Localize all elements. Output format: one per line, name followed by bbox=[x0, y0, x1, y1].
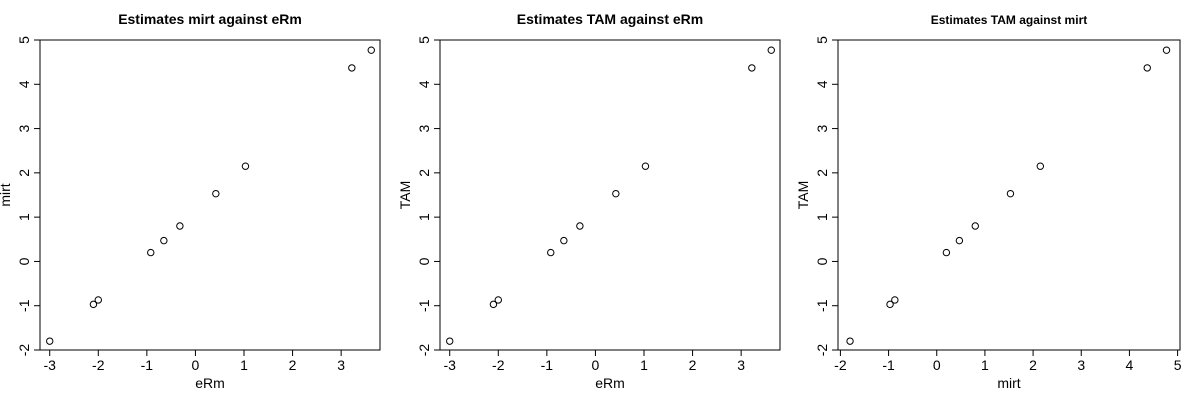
y-tick-label: -2 bbox=[814, 344, 830, 357]
y-tick-label: 5 bbox=[814, 36, 830, 44]
y-tick-label: 0 bbox=[16, 257, 32, 265]
y-tick-label: 1 bbox=[16, 213, 32, 221]
data-point bbox=[560, 236, 568, 245]
y-tick-label: -2 bbox=[16, 344, 32, 357]
data-point bbox=[547, 248, 555, 257]
x-tick-label: 0 bbox=[933, 357, 941, 373]
data-point bbox=[446, 337, 454, 345]
data-point bbox=[494, 296, 502, 304]
y-axis-label: mirt bbox=[0, 183, 13, 206]
x-axis-label: eRm bbox=[195, 375, 225, 391]
data-point bbox=[641, 162, 650, 170]
scatter-panel-1: Estimates mirt against eRm -3 -2 -1 0 1 2 3 -2 -1… bbox=[0, 11, 381, 391]
x-tick-label: -1 bbox=[541, 357, 554, 373]
y-tick-label: 2 bbox=[814, 169, 830, 177]
y-tick-label: 3 bbox=[16, 124, 32, 132]
y-tick-label: -1 bbox=[16, 299, 32, 312]
data-point bbox=[891, 296, 899, 304]
data-point bbox=[767, 46, 775, 54]
data-point bbox=[212, 189, 220, 198]
y-tick-label: 1 bbox=[814, 213, 830, 221]
y-tick-label: 4 bbox=[16, 80, 32, 88]
data-point bbox=[94, 296, 102, 304]
y-tick-label: 4 bbox=[814, 80, 830, 88]
plot-frame bbox=[39, 39, 381, 351]
data-point bbox=[1036, 162, 1045, 170]
x-tick-label: -3 bbox=[443, 357, 456, 373]
data-point bbox=[367, 46, 375, 54]
data-point bbox=[89, 300, 98, 309]
x-tick-label: 2 bbox=[689, 357, 697, 373]
y-tick-label: 1 bbox=[416, 213, 432, 221]
data-point bbox=[846, 337, 854, 345]
data-point bbox=[748, 64, 756, 72]
x-tick-label: 3 bbox=[737, 357, 745, 373]
x-tick-label: -1 bbox=[882, 357, 895, 373]
y-tick-label: -1 bbox=[814, 299, 830, 312]
data-point bbox=[1143, 64, 1151, 72]
chart-title: Estimates TAM against eRm bbox=[517, 11, 703, 27]
y-tick-label: 3 bbox=[814, 124, 830, 132]
y-tick-label: 0 bbox=[814, 257, 830, 265]
data-point bbox=[348, 64, 356, 72]
x-tick-label: 0 bbox=[592, 357, 600, 373]
x-tick-label: 1 bbox=[640, 357, 648, 373]
plot-frame bbox=[439, 39, 781, 351]
y-tick-label: -1 bbox=[416, 299, 432, 312]
x-tick-label: -2 bbox=[834, 357, 847, 373]
data-point bbox=[489, 300, 498, 309]
data-point bbox=[886, 300, 894, 309]
scatter-panel-2: Estimates TAM against eRm -3 -2 -1 0 1 2 3 -2 -1 0… bbox=[397, 11, 781, 391]
x-tick-label: 4 bbox=[1126, 357, 1134, 373]
y-tick-label: 0 bbox=[416, 257, 432, 265]
y-tick-label: -2 bbox=[416, 344, 432, 357]
data-point bbox=[241, 162, 250, 170]
x-tick-label: 5 bbox=[1174, 357, 1182, 373]
data-point bbox=[942, 248, 951, 257]
y-tick-label: 2 bbox=[16, 169, 32, 177]
x-tick-label: -2 bbox=[492, 357, 505, 373]
chart-title: Estimates mirt against eRm bbox=[118, 11, 302, 27]
y-tick-label: 5 bbox=[416, 36, 432, 44]
x-tick-label: 1 bbox=[981, 357, 989, 373]
x-tick-label: 0 bbox=[192, 357, 200, 373]
y-tick-label: 2 bbox=[416, 169, 432, 177]
chart-title: Estimates TAM against mirt bbox=[931, 13, 1087, 27]
data-point bbox=[612, 189, 620, 198]
data-point bbox=[147, 248, 155, 257]
x-tick-label: 3 bbox=[1077, 357, 1085, 373]
x-tick-label: -3 bbox=[43, 357, 56, 373]
x-tick-label: 1 bbox=[240, 357, 248, 373]
data-point bbox=[1006, 189, 1015, 198]
y-tick-label: 4 bbox=[416, 80, 432, 88]
y-axis-label: TAM bbox=[795, 181, 811, 210]
x-tick-label: -1 bbox=[141, 357, 154, 373]
x-tick-label: 2 bbox=[289, 357, 297, 373]
x-tick-label: -2 bbox=[92, 357, 105, 373]
data-point bbox=[955, 236, 964, 245]
x-tick-label: 3 bbox=[337, 357, 345, 373]
y-tick-label: 3 bbox=[416, 124, 432, 132]
data-point bbox=[176, 222, 184, 230]
data-point bbox=[160, 236, 168, 245]
scatter-panel-3: Estimates TAM against mirt -2 -1 0 1 2 3 4 5 -2 -1… bbox=[795, 13, 1182, 391]
plot-frame bbox=[837, 39, 1181, 351]
data-point bbox=[971, 222, 979, 230]
data-point bbox=[576, 222, 584, 230]
data-point bbox=[46, 337, 54, 345]
x-tick-label: 2 bbox=[1029, 357, 1037, 373]
x-axis-label: eRm bbox=[595, 375, 625, 391]
data-point bbox=[1162, 46, 1171, 54]
y-tick-label: 5 bbox=[16, 36, 32, 44]
x-axis-label: mirt bbox=[997, 375, 1020, 391]
y-axis-label: TAM bbox=[397, 181, 413, 210]
